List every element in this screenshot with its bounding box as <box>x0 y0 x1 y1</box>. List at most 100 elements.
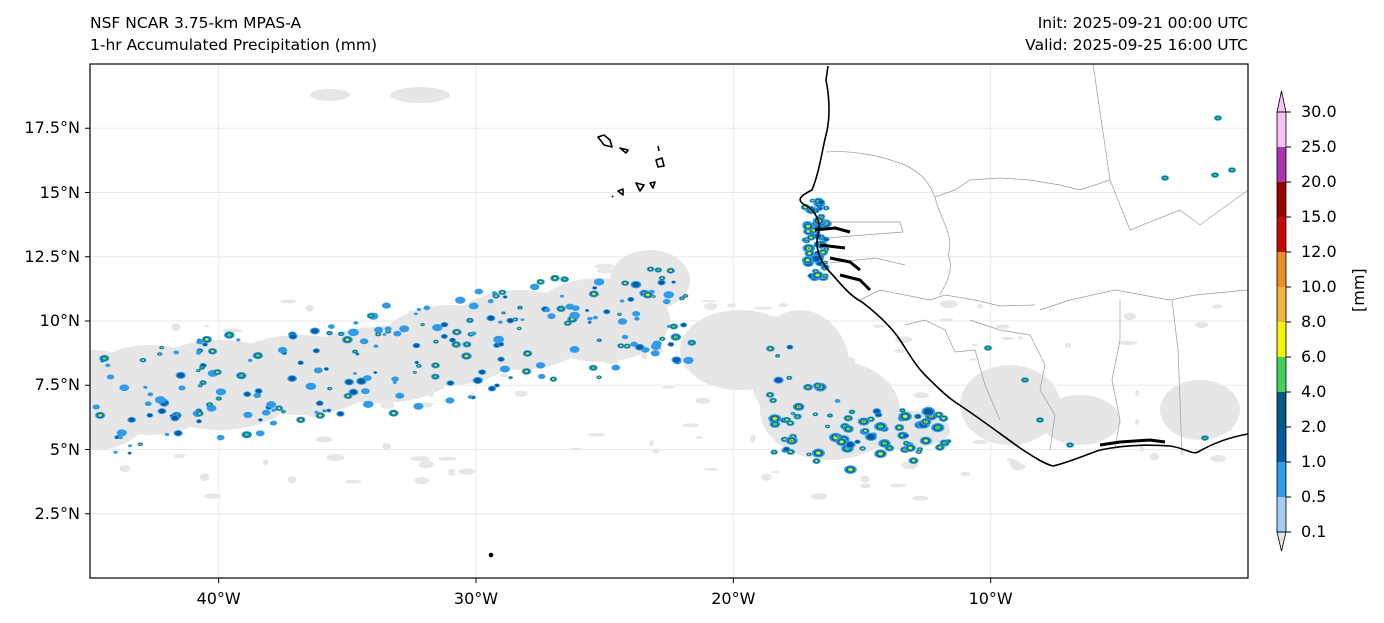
precip-cell-core <box>812 255 821 262</box>
precip-cell-core <box>413 343 420 348</box>
precip-cell-core <box>326 409 331 412</box>
precip-cell-core <box>808 252 811 255</box>
precip-cell-core <box>258 418 263 421</box>
precip-cell-core <box>775 377 783 383</box>
light-precip-area <box>159 361 174 369</box>
light-precip-area <box>939 300 959 309</box>
light-precip-area <box>578 344 585 347</box>
colorbar-segment <box>1277 357 1286 392</box>
light-precip-area <box>570 447 582 450</box>
colorbar-tick-label: 4.0 <box>1301 382 1327 401</box>
precip-cell-core <box>324 367 329 371</box>
precip-cell-core <box>255 353 261 358</box>
precip-cell <box>663 291 674 299</box>
light-precip-area <box>766 412 782 415</box>
light-precip-area <box>447 468 456 476</box>
precipitation-field <box>90 87 1240 501</box>
light-precip-area <box>382 442 392 450</box>
colorbar-tick-label: 10.0 <box>1301 277 1337 296</box>
precip-cell-core <box>636 344 643 350</box>
precip-cell-core <box>487 315 495 321</box>
border-ghana <box>1111 300 1121 449</box>
light-precip-area <box>872 324 887 328</box>
precip-cell-core <box>288 376 296 381</box>
light-precip-area <box>649 440 655 447</box>
time-block: Init: 2025-09-21 00:00 UTC Valid: 2025-0… <box>1025 12 1248 56</box>
light-precip-area <box>860 475 870 483</box>
precip-cell-core <box>772 422 778 426</box>
light-precip-area <box>1149 452 1160 461</box>
precip-cell-core <box>377 333 380 335</box>
precip-cell-core <box>200 367 204 369</box>
lon-tick-label: 40°W <box>196 589 241 608</box>
precip-cell <box>423 305 431 311</box>
precip-cell-core <box>353 350 357 353</box>
precip-cell-core <box>203 343 208 346</box>
colorbar-tick-label: 25.0 <box>1301 137 1337 156</box>
light-precip-area <box>770 470 780 473</box>
precip-cell-core <box>552 378 555 380</box>
precip-cell-core <box>553 277 557 280</box>
colorbar-segment <box>1277 497 1286 532</box>
precip-cell-core <box>689 341 694 345</box>
precip-cell-core <box>207 403 212 406</box>
border-sierra-leone <box>904 319 956 353</box>
precip-cell <box>359 338 369 345</box>
precip-cell-core <box>661 277 664 279</box>
colorbar-unit: [mm] <box>1349 268 1368 312</box>
precip-cell-core <box>164 401 169 404</box>
light-precip-area <box>596 268 616 274</box>
precip-cell-core <box>435 341 437 343</box>
precip-cell <box>92 404 100 410</box>
precip-cell-core <box>177 372 185 378</box>
light-precip-area <box>174 453 186 459</box>
precip-cell <box>381 302 391 309</box>
precip-cell-core <box>518 306 522 309</box>
precip-cell-core <box>807 386 809 388</box>
precip-cell-core <box>592 292 596 295</box>
precip-cell <box>569 311 581 320</box>
precip-cell-core <box>797 406 800 408</box>
precip-cell-core <box>881 441 888 446</box>
light-precip-area <box>138 376 150 385</box>
light-precip-area <box>1160 380 1240 440</box>
precip-cell-core <box>115 436 119 439</box>
colorbar-segment <box>1277 217 1286 252</box>
precip-cell-core <box>772 451 776 454</box>
precip-cell-core <box>277 407 281 409</box>
light-precip-area <box>1001 336 1015 341</box>
light-precip-area <box>972 440 989 445</box>
light-precip-area <box>753 366 765 372</box>
precip-cell-core <box>804 206 807 208</box>
coastline-bijagos <box>814 226 872 292</box>
precip-cell-core <box>986 346 990 350</box>
precip-cell-core <box>681 323 687 327</box>
precip-cell-core <box>244 392 250 397</box>
precip-cell <box>499 365 511 373</box>
precip-cell <box>347 328 359 337</box>
precip-cell-core <box>1038 418 1042 422</box>
precip-cell-core <box>624 282 627 284</box>
cape-verde-island-8 <box>611 195 614 198</box>
precip-cell-core <box>244 433 250 437</box>
precip-cell-core <box>772 417 777 420</box>
colorbar-tick-label: 15.0 <box>1301 207 1337 226</box>
lat-tick-label: 12.5°N <box>24 246 80 266</box>
colorbar-segment <box>1277 427 1286 462</box>
precip-cell-core <box>658 280 665 285</box>
precip-cell-core <box>289 334 297 339</box>
light-precip-area <box>1064 342 1072 349</box>
coastline-west-africa <box>799 65 1248 467</box>
precip-cell-core <box>464 343 469 346</box>
light-precip-area <box>695 397 711 404</box>
precip-cell-core <box>337 411 344 416</box>
precip-cell-core <box>558 307 564 311</box>
precip-cell-core <box>158 353 161 355</box>
colorbar <box>1276 90 1291 552</box>
precip-cell-core <box>668 342 674 347</box>
precip-cell-core <box>317 401 323 406</box>
precip-cell <box>592 315 599 320</box>
precip-cell-core <box>205 338 209 341</box>
precip-cell-core <box>171 415 179 421</box>
light-precip-area <box>753 306 773 310</box>
